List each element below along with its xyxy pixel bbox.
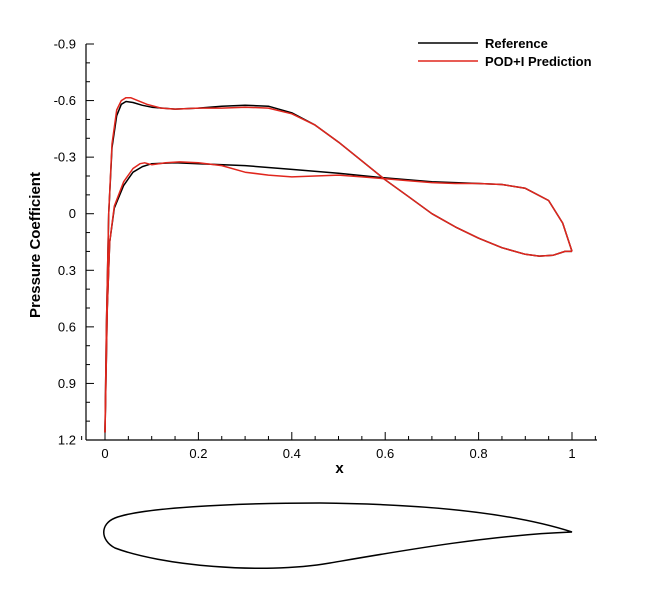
legend-label: Reference (485, 36, 548, 51)
x-tick-label: 0.2 (189, 446, 207, 461)
series-reference (104, 100, 573, 433)
y-tick-label: -0.3 (54, 150, 76, 165)
x-tick-label: 1 (568, 446, 575, 461)
y-tick-label: 0.3 (58, 263, 76, 278)
x-tick-label: 0.6 (376, 446, 394, 461)
x-tick-label: 0 (101, 446, 108, 461)
airfoil-profile (103, 502, 573, 569)
x-axis-title: x (335, 460, 344, 477)
series-line-lower (104, 161, 573, 433)
series-line-upper (104, 100, 572, 433)
y-tick-label: -0.6 (54, 93, 76, 108)
x-tick-label: 0.4 (283, 446, 301, 461)
y-axis-title: Pressure Coefficient (27, 172, 44, 318)
series-pod-i-prediction (104, 96, 573, 433)
x-tick-label: 0.8 (470, 446, 488, 461)
y-tick-label: 1.2 (58, 433, 76, 448)
series-line-upper (104, 96, 572, 433)
y-tick-label: 0 (69, 206, 76, 221)
y-tick-label: -0.9 (54, 37, 76, 52)
series-line-lower (104, 162, 573, 433)
y-tick-label: 0.9 (58, 376, 76, 391)
airfoil-outline (103, 502, 573, 569)
plot-area: -0.9 -0.6 -0.3 0 0.3 0.6 0.9 1.2 0 0.2 0.4 0.6 0.8 1 x… (27, 37, 597, 477)
y-tick-label: 0.6 (58, 319, 76, 334)
legend-label: POD+I Prediction (485, 54, 592, 69)
legend: Reference POD+I Prediction (418, 36, 592, 69)
